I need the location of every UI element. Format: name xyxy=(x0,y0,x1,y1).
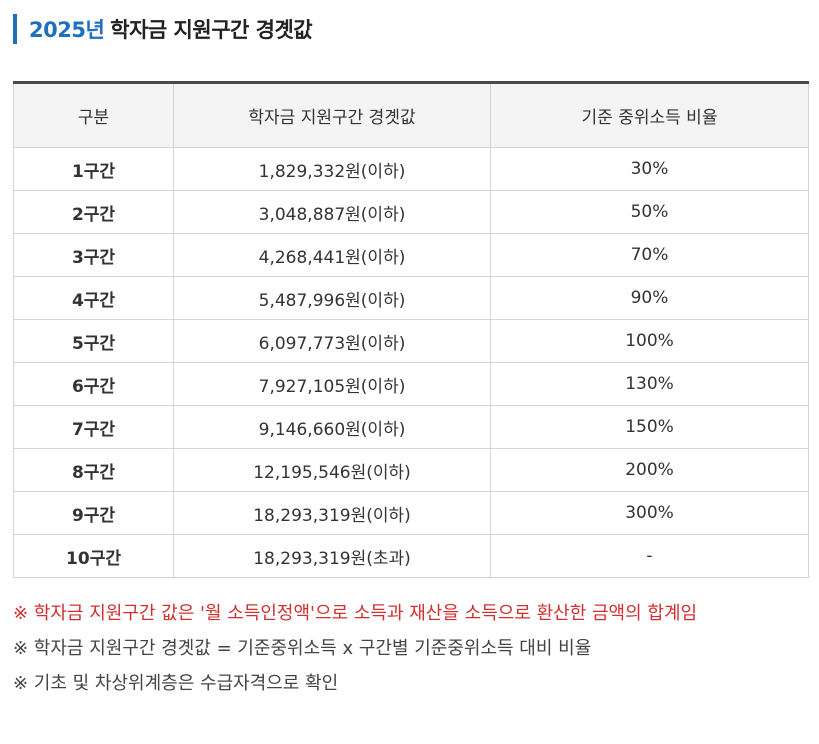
amount-cell: 4,268,441원(이하) xyxy=(173,233,491,277)
segment-cell: 3구간 xyxy=(13,233,174,277)
title-year: 2025년 xyxy=(29,18,105,42)
amount-cell: 9,146,660원(이하) xyxy=(173,405,491,449)
header-segment: 구분 xyxy=(13,82,174,148)
amount-cell: 18,293,319원(이하) xyxy=(173,491,491,535)
amount-cell: 12,195,546원(이하) xyxy=(173,448,491,492)
note-income-definition: ※ 학자금 지원구간 값은 '월 소득인정액'으로 소득과 재산을 소득으로 환… xyxy=(13,603,698,624)
note-formula: ※ 학자금 지원구간 경곗값 = 기준중위소득 x 구간별 기준중위소득 대비 … xyxy=(13,638,592,659)
ratio-cell: 150% xyxy=(490,405,809,449)
amount-cell: 5,487,996원(이하) xyxy=(173,276,491,320)
amount-cell: 1,829,332원(이하) xyxy=(173,147,491,191)
title-text: 2025년 학자금 지원구간 경곗값 xyxy=(29,14,313,44)
segment-cell: 4구간 xyxy=(13,276,174,320)
page-title: 2025년 학자금 지원구간 경곗값 xyxy=(13,12,313,46)
segment-cell: 1구간 xyxy=(13,147,174,191)
ratio-cell: 70% xyxy=(490,233,809,277)
table-header-row: 구분 학자금 지원구간 경곗값 기준 중위소득 비율 xyxy=(13,82,809,148)
title-label: 학자금 지원구간 경곗값 xyxy=(110,18,313,42)
table-row: 2구간 3,048,887원(이하) 50% xyxy=(13,190,809,234)
support-segment-table: 구분 학자금 지원구간 경곗값 기준 중위소득 비율 1구간 1,829,332… xyxy=(13,81,809,578)
amount-cell: 3,048,887원(이하) xyxy=(173,190,491,234)
segment-cell: 6구간 xyxy=(13,362,174,406)
ratio-cell: 30% xyxy=(490,147,809,191)
title-accent-bar xyxy=(13,14,17,44)
ratio-cell: 130% xyxy=(490,362,809,406)
ratio-cell: 300% xyxy=(490,491,809,535)
table-row: 6구간 7,927,105원(이하) 130% xyxy=(13,362,809,406)
segment-cell: 10구간 xyxy=(13,534,174,578)
ratio-cell: - xyxy=(490,534,809,578)
segment-cell: 5구간 xyxy=(13,319,174,363)
segment-cell: 7구간 xyxy=(13,405,174,449)
segment-cell: 9구간 xyxy=(13,491,174,535)
segment-cell: 2구간 xyxy=(13,190,174,234)
header-amount: 학자금 지원구간 경곗값 xyxy=(173,82,491,148)
header-ratio: 기준 중위소득 비율 xyxy=(490,82,809,148)
table-row: 3구간 4,268,441원(이하) 70% xyxy=(13,233,809,277)
ratio-cell: 50% xyxy=(490,190,809,234)
amount-cell: 7,927,105원(이하) xyxy=(173,362,491,406)
notes-section: ※ 학자금 지원구간 값은 '월 소득인정액'으로 소득과 재산을 소득으로 환… xyxy=(13,596,808,701)
table-row: 4구간 5,487,996원(이하) 90% xyxy=(13,276,809,320)
note-basic-livelihood: ※ 기초 및 차상위계층은 수급자격으로 확인 xyxy=(13,673,339,694)
amount-cell: 18,293,319원(초과) xyxy=(173,534,491,578)
table-row: 8구간 12,195,546원(이하) 200% xyxy=(13,448,809,492)
table-row: 10구간 18,293,319원(초과) - xyxy=(13,534,809,578)
segment-table: 구분 학자금 지원구간 경곗값 기준 중위소득 비율 1구간 1,829,332… xyxy=(13,81,809,578)
table-row: 1구간 1,829,332원(이하) 30% xyxy=(13,147,809,191)
table-row: 5구간 6,097,773원(이하) 100% xyxy=(13,319,809,363)
ratio-cell: 90% xyxy=(490,276,809,320)
table-row: 9구간 18,293,319원(이하) 300% xyxy=(13,491,809,535)
segment-cell: 8구간 xyxy=(13,448,174,492)
ratio-cell: 100% xyxy=(490,319,809,363)
amount-cell: 6,097,773원(이하) xyxy=(173,319,491,363)
ratio-cell: 200% xyxy=(490,448,809,492)
table-row: 7구간 9,146,660원(이하) 150% xyxy=(13,405,809,449)
